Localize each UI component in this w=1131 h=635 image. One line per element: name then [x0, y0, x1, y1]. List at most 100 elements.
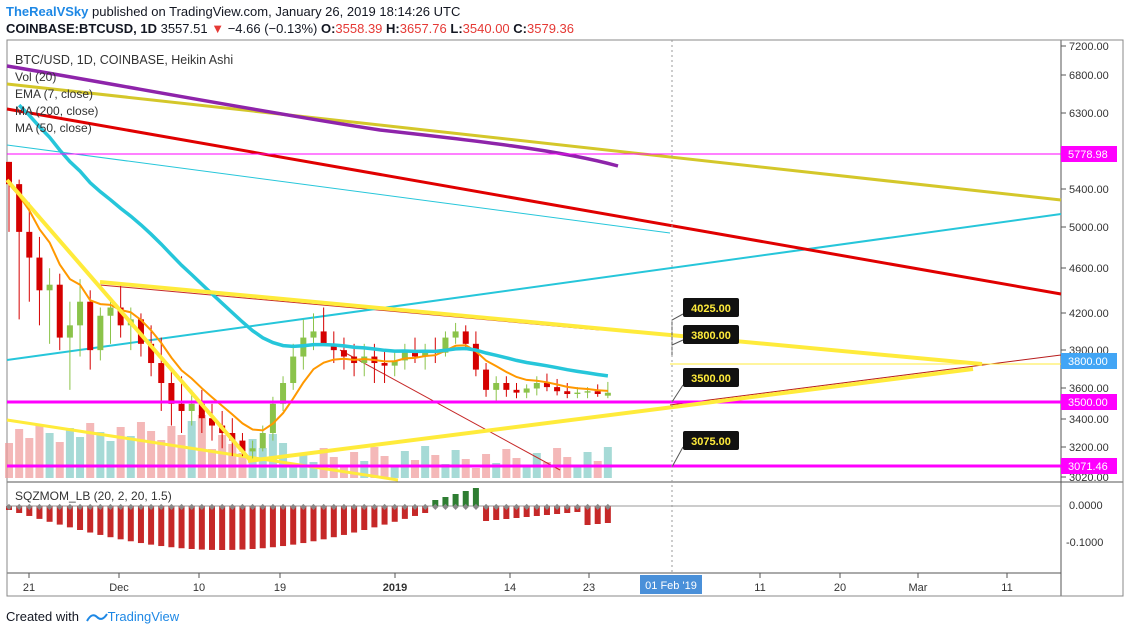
squeeze-dot: ◆: [57, 502, 64, 511]
squeeze-dot: ◆: [158, 502, 165, 511]
volume-bar: [5, 443, 13, 478]
momentum-bar: [97, 506, 104, 535]
squeeze-dot: ◆: [270, 502, 277, 511]
last-price: 3557.51: [160, 21, 208, 36]
red-trendline: [6, 107, 1062, 296]
legend-sqzmom[interactable]: SQZMOM_LB (20, 2, 20, 1.5): [15, 489, 172, 503]
price-tag-box: [1061, 394, 1117, 410]
volume-bar: [603, 447, 612, 478]
momentum-bar: [148, 506, 155, 545]
cyan-thin-trendline: [6, 144, 671, 234]
publish-text: published on TradingView.com, January 26…: [92, 4, 461, 19]
squeeze-dot: ◆: [310, 502, 317, 511]
squeeze-dot: ◆: [574, 502, 581, 511]
down-triangle-icon: ▼: [211, 21, 225, 36]
price-tick-label: 3400.00: [1069, 414, 1109, 426]
momentum-bar: [401, 506, 408, 519]
volume-bar: [258, 448, 267, 478]
tradingview-brand[interactable]: TradingView: [107, 609, 180, 624]
volume-bar: [218, 435, 227, 478]
squeeze-dot: ◆: [138, 502, 145, 511]
volume-bar: [76, 437, 85, 478]
yellow-downtrend-line: [99, 280, 983, 366]
volume-bar: [502, 449, 511, 478]
ema-line: [8, 183, 608, 432]
volume-bar: [65, 428, 74, 478]
high-label: H:: [386, 21, 400, 36]
price-tick-label: 4600.00: [1069, 263, 1109, 275]
momentum-bar: [117, 506, 124, 540]
squeeze-dot: ◆: [229, 502, 236, 511]
author-name[interactable]: TheRealVSky: [6, 4, 89, 19]
momentum-bar: [36, 506, 43, 519]
price-tag-box: [1061, 458, 1117, 474]
candle-body: [574, 392, 581, 395]
crosshair-date-box: [640, 575, 702, 594]
momentum-histogram: ◆ ◆ ◆ ◆ ◆ ◆ ◆ ◆ ◆ ◆ ◆ ◆ ◆ ◆ ◆ ◆ ◆ ◆ ◆ ◆ ◆ ◆ ◆ ◆ ◆ ◆ ◆ ◆ ◆ ◆ ◆ ◆ ◆ ◆ ◆ ◆ ◆ ◆ ◆ ◆…: [6, 488, 612, 550]
darkred-rising-line: [669, 354, 1062, 406]
main-pane[interactable]: [7, 40, 1061, 480]
momentum-bar: [371, 506, 378, 528]
volume-bar: [512, 458, 521, 478]
candle-body: [56, 284, 63, 338]
squeeze-dot: ◆: [554, 502, 561, 511]
volume-bar: [25, 438, 34, 478]
date-tick-label: 14: [504, 582, 516, 594]
volume-bar: [35, 424, 44, 478]
date-tick-label: 10: [193, 582, 205, 594]
legend-ema[interactable]: EMA (7, close): [15, 87, 94, 101]
candle-body: [604, 392, 611, 396]
date-tick-label: 23: [583, 582, 595, 594]
legend-ma200[interactable]: MA (200, close): [15, 104, 99, 118]
candle-body: [290, 356, 297, 384]
date-tick-label: Mar: [909, 582, 928, 594]
squeeze-dot: ◆: [168, 502, 175, 511]
momentum-bar: [330, 506, 337, 538]
candles: [6, 161, 611, 461]
squeeze-dot: ◆: [473, 502, 480, 511]
candle-body: [209, 418, 215, 426]
price-tick-label: 6800.00: [1069, 70, 1109, 82]
squeeze-dot: ◆: [483, 502, 490, 511]
volume-bar: [116, 427, 125, 478]
momentum-bar: [543, 506, 550, 515]
price-tick-label: 3200.00: [1069, 442, 1109, 454]
momentum-bar: [533, 506, 540, 516]
momentum-bar: [209, 506, 215, 550]
price-axis[interactable]: [1061, 40, 1123, 600]
symbol-label: COINBASE:BTCUSD, 1D: [6, 21, 157, 36]
squeeze-dot: ◆: [300, 502, 307, 511]
volume-bar: [309, 462, 318, 478]
candle-body: [493, 383, 500, 390]
volume-bar: [390, 465, 399, 478]
squeeze-dot: ◆: [47, 502, 54, 511]
legend-ma50[interactable]: MA (50, close): [15, 121, 92, 135]
date-tick-label: 19: [274, 582, 286, 594]
momentum-bar: [594, 506, 601, 524]
axes: 7200.006800.006300.005800.005400.005000.…: [23, 41, 1117, 594]
candle-body: [310, 331, 317, 338]
candle-body: [36, 257, 43, 291]
volume-bar: [471, 468, 480, 478]
candle-body: [412, 350, 418, 357]
price-change: −4.66 (−0.13%): [227, 21, 318, 36]
squeeze-dot: ◆: [128, 502, 135, 511]
candle-body: [259, 433, 266, 449]
squeeze-dot: ◆: [87, 502, 94, 511]
volume-bar: [208, 449, 216, 478]
momentum-bar: [432, 500, 439, 506]
price-tick-label: 4200.00: [1069, 308, 1109, 320]
ma200-line: [6, 64, 619, 168]
squeeze-dot: ◆: [16, 502, 23, 511]
legend-vol[interactable]: Vol (20): [15, 70, 57, 84]
osc-tick-label: 0.0000: [1069, 500, 1103, 512]
price-tag-label: 5778.98: [1068, 149, 1108, 161]
annotation-label-box: [683, 325, 739, 344]
candle-body: [148, 343, 155, 364]
squeeze-dot: ◆: [148, 502, 155, 511]
momentum-bar: [320, 506, 327, 540]
open-value: 3558.39: [335, 21, 383, 36]
squeeze-dot: ◆: [503, 502, 510, 511]
squeeze-dot: ◆: [432, 502, 439, 511]
